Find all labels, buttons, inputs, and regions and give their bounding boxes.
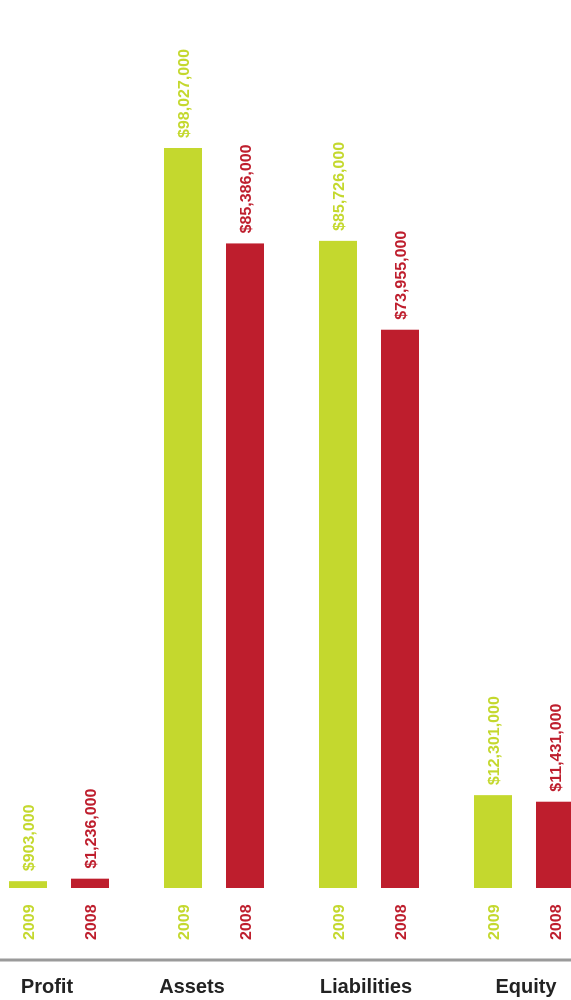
value-label-liabilities-2009: $85,726,000 [331,142,348,231]
year-label-equity-2008: 2008 [548,904,565,940]
year-label-assets-2009: 2009 [176,904,193,940]
bar-liabilities-2008 [381,329,419,888]
value-label-profit-2008: $1,236,000 [83,788,100,868]
bar-equity-2008 [536,801,571,888]
value-label-assets-2008: $85,386,000 [238,144,255,233]
value-label-assets-2009: $98,027,000 [176,49,193,138]
bar-equity-2009 [474,795,512,888]
category-label-profit: Profit [21,976,74,998]
category-label-equity: Equity [495,976,557,998]
year-label-profit-2009: 2009 [21,904,38,940]
year-label-liabilities-2009: 2009 [331,904,348,940]
bar-profit-2008 [71,878,109,888]
category-labels: Profit Assets Liabilities Equity [21,976,558,998]
year-label-assets-2008: 2008 [238,904,255,940]
bar-assets-2009 [164,148,202,888]
bars-layer: $903,000 2009 $1,236,000 2008 $98,027,000 200… [9,49,571,940]
bar-profit-2009 [9,881,47,888]
year-label-equity-2009: 2009 [486,904,503,940]
bar-liabilities-2009 [319,240,357,889]
value-label-equity-2008: $11,431,000 [548,704,565,792]
value-label-profit-2009: $903,000 [21,804,38,871]
year-label-profit-2008: 2008 [83,904,100,940]
year-label-liabilities-2008: 2008 [393,904,410,940]
category-label-assets: Assets [159,976,225,998]
value-label-liabilities-2008: $73,955,000 [393,231,410,320]
bar-assets-2008 [226,243,264,889]
category-label-liabilities: Liabilities [320,976,412,998]
value-label-equity-2009: $12,301,000 [486,696,503,785]
